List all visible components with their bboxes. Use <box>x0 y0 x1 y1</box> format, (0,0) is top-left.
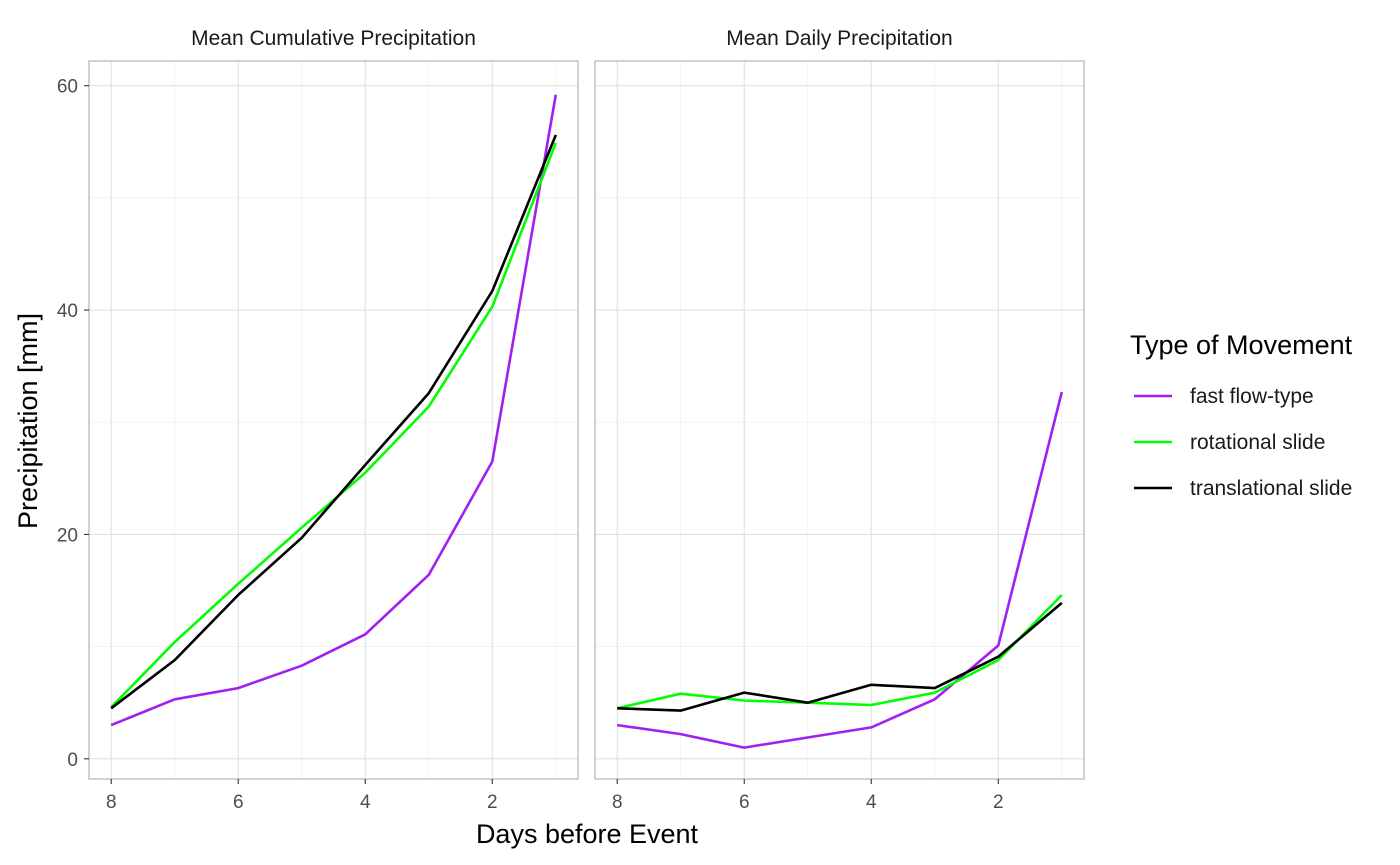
panel-border <box>594 60 1085 780</box>
y-tick-label: 0 <box>67 750 78 771</box>
x-tick-label: 2 <box>993 792 1004 813</box>
y-tick-label: 40 <box>57 301 78 322</box>
x-tick-label: 8 <box>612 792 623 813</box>
series-line-translational-slide <box>617 601 1063 712</box>
panel-title: Mean Cumulative Precipitation <box>191 27 476 50</box>
legend-entry: translational slide <box>1134 477 1352 500</box>
y-tick-label: 20 <box>57 525 78 546</box>
y-tick-label: 60 <box>57 77 78 98</box>
x-axis-title: Days before Event <box>476 819 699 849</box>
x-tick-label: 4 <box>866 792 877 813</box>
legend-label: translational slide <box>1190 477 1352 500</box>
x-tick-label: 2 <box>487 792 498 813</box>
x-tick-label: 6 <box>739 792 750 813</box>
legend-entry: fast flow-type <box>1134 385 1314 408</box>
series-line-fast-flow-type <box>110 94 558 727</box>
series-line-translational-slide <box>110 134 558 710</box>
panel-title: Mean Daily Precipitation <box>726 27 952 50</box>
y-axis-title: Precipitation [mm] <box>13 313 43 529</box>
panel-border <box>88 60 579 780</box>
series-line-fast-flow-type <box>617 391 1064 749</box>
legend-entry: rotational slide <box>1134 431 1325 454</box>
x-tick-label: 4 <box>360 792 371 813</box>
panel-2: Mean Daily Precipitation 8 6 4 2 <box>594 27 1085 813</box>
legend-label: fast flow-type <box>1190 385 1314 408</box>
series-line-rotational-slide <box>616 594 1063 710</box>
x-tick-label: 6 <box>233 792 244 813</box>
legend-label: rotational slide <box>1190 431 1325 454</box>
x-tick-label: 8 <box>106 792 117 813</box>
legend-title: Type of Movement <box>1130 330 1353 360</box>
legend: Type of Movement fast flow-type rotationa… <box>1130 330 1353 500</box>
